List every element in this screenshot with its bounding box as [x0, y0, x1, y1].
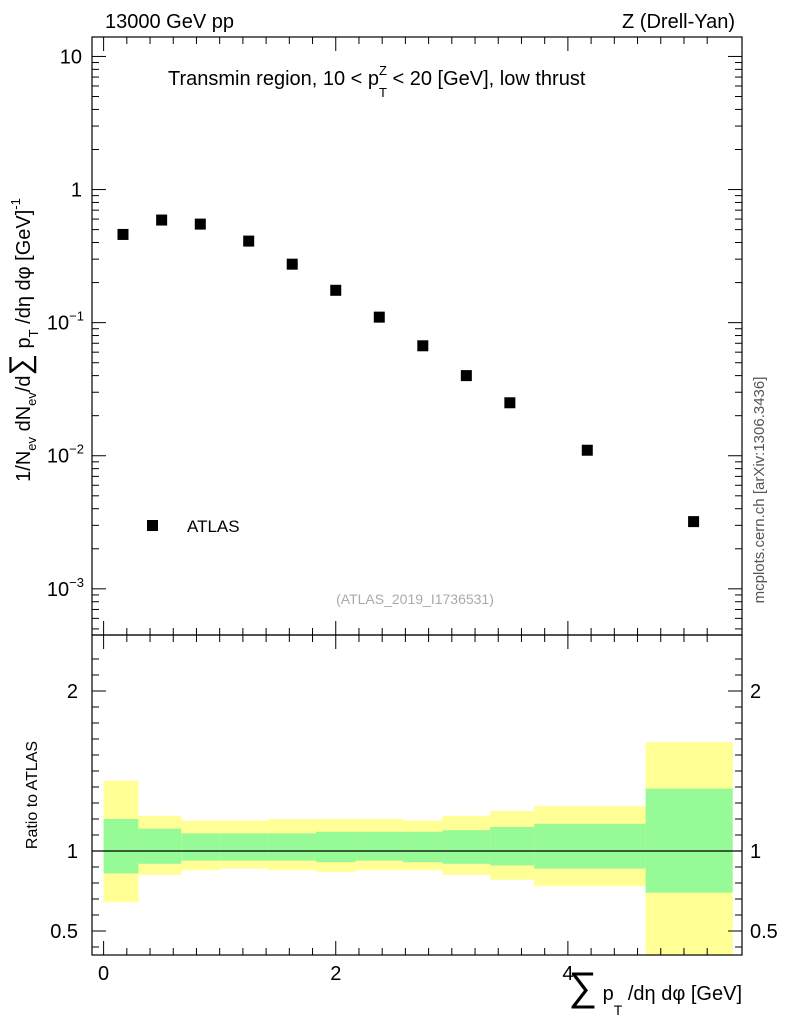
svg-text:1/Nev dNev/d∑ pT /dη dφ [GeV]: 1/Nev dNev/d∑ pT /dη dφ [GeV]-1 [4, 198, 41, 482]
analysis-watermark: (ATLAS_2019_I1736531) [336, 591, 494, 607]
ratio-green-band [355, 831, 404, 861]
ratio-y-tick-label-left: 0.5 [50, 921, 78, 943]
data-point [417, 340, 429, 352]
ratio-y-tick-label-left: 1 [67, 841, 78, 863]
ratio-green-band [645, 788, 733, 893]
data-point [688, 516, 700, 528]
header-left-label: 13000 GeV pp [105, 11, 234, 33]
data-point [460, 370, 472, 382]
ratio-green-band [103, 819, 139, 874]
main-y-tick-label: 10−1 [47, 309, 84, 335]
ratio-green-band [181, 833, 220, 861]
x-tick-label: 0 [98, 963, 109, 985]
main-data-points [117, 214, 700, 528]
header-right-label: Z (Drell-Yan) [622, 11, 735, 33]
ratio-green-band [442, 830, 491, 864]
main-y-tick-label: 10 [60, 46, 82, 68]
ratio-frame [91, 634, 743, 956]
legend: ATLAS [147, 517, 240, 536]
legend-label: ATLAS [187, 517, 240, 536]
main-y-tick-label: 10−2 [47, 442, 84, 468]
ratio-bands [103, 742, 733, 955]
main-y-tick-label: 1 [71, 180, 82, 202]
main-y-tick-label: 10−3 [47, 575, 84, 601]
ratio-green-band [138, 828, 182, 864]
main-frame [91, 36, 743, 636]
main-plot-panel: Transmin region, 10 < pTZ < 20 [GeV], lo… [4, 36, 743, 636]
data-point [117, 228, 129, 240]
x-tick-label: 4 [562, 963, 573, 985]
x-tick-label: 2 [330, 963, 341, 985]
ratio-y-axis-label: Ratio to ATLAS [24, 741, 41, 849]
ratio-green-band [316, 831, 356, 863]
main-y-ticks: 10 1 10−1 10−2 10−3 [47, 37, 742, 635]
legend-marker [147, 520, 158, 531]
data-point [194, 218, 206, 230]
data-point [243, 235, 255, 247]
data-point [156, 214, 168, 226]
ratio-green-band [403, 831, 443, 863]
main-y-axis-label: 1/Nev dNev/d∑ pT /dη dφ [GeV]-1 [4, 198, 41, 482]
ratio-y-tick-label-right: 2 [750, 681, 761, 703]
ratio-green-band [268, 833, 317, 861]
data-point [581, 444, 593, 456]
ratio-y-tick-label-left: 2 [67, 681, 78, 703]
data-point [373, 311, 385, 323]
ratio-y-tick-label-right: 0.5 [750, 921, 778, 943]
data-point [330, 284, 342, 296]
title-sub-t: T [379, 85, 387, 100]
main-plot-title: Transmin region, 10 < pTZ < 20 [GeV], lo… [168, 63, 586, 100]
data-point [286, 258, 298, 270]
ratio-plot-panel: 2 2 1 1 0.5 0.5 0 2 4 Ratio to ATLAS ∑ pT /dη dφ… [24, 634, 778, 1018]
ratio-y-tick-label-right: 1 [750, 841, 761, 863]
title-sup-z: Z [379, 63, 387, 78]
data-point [504, 397, 516, 409]
ratio-green-band [490, 827, 535, 866]
ratio-green-band [534, 823, 646, 869]
ratio-green-band [219, 833, 269, 861]
ratio-ticks: 2 2 1 1 0.5 0.5 0 2 4 [50, 635, 778, 985]
side-label: mcplots.cern.ch [arXiv:1306.3436] [751, 377, 768, 604]
x-axis-label: ∑ pT /dη dφ [GeV] [569, 965, 742, 1018]
